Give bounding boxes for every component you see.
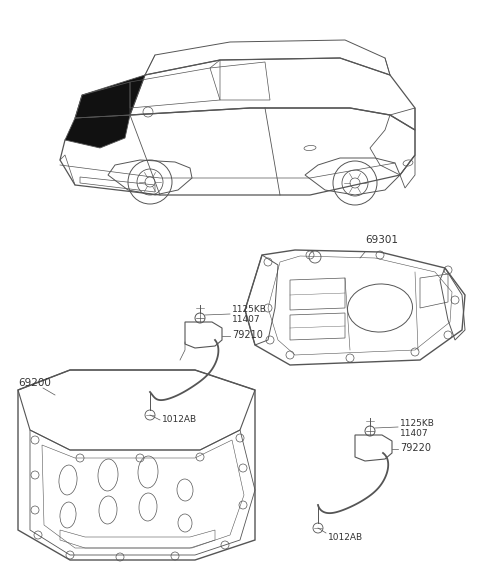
Text: 69301: 69301: [365, 235, 398, 245]
Text: 69200: 69200: [18, 378, 51, 388]
Text: 11407: 11407: [400, 429, 429, 437]
Text: 79210: 79210: [232, 330, 263, 340]
Text: 1012AB: 1012AB: [328, 533, 363, 542]
Text: 1125KB: 1125KB: [232, 305, 267, 315]
Text: 1012AB: 1012AB: [162, 416, 197, 425]
Polygon shape: [65, 115, 130, 148]
Text: 11407: 11407: [232, 316, 261, 324]
Polygon shape: [75, 75, 145, 118]
Text: 1125KB: 1125KB: [400, 418, 435, 428]
Text: 79220: 79220: [400, 443, 431, 453]
